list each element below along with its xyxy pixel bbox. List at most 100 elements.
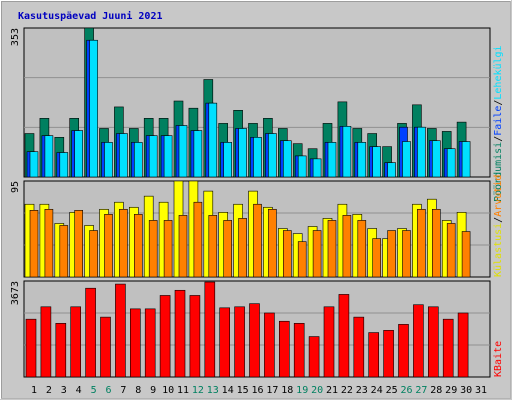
x-tick-label: 5 [91,385,97,396]
bar [293,323,305,378]
legend: Külastusi/Arvutid [493,175,504,277]
bar [268,208,277,278]
bar [29,151,39,178]
bar [163,220,173,278]
bar [461,141,471,178]
x-tick-label: 30 [460,385,472,396]
x-tick-label: 31 [475,385,487,396]
legend-separator: / [493,136,504,142]
chart-title: Kasutuspäevad Juuni 2021 [18,10,163,22]
bar [402,141,411,178]
bar [134,142,143,178]
bar [323,306,335,378]
bar [89,230,98,278]
bar [204,281,216,378]
bar [148,135,158,178]
bar [297,241,307,278]
bar [44,135,54,178]
bar [282,140,292,178]
x-tick-label: 11 [177,385,189,396]
x-tick-label: 1 [31,385,37,396]
bar [134,214,143,278]
bar [234,306,245,378]
bar [59,152,69,178]
bar [312,158,322,178]
bar [115,283,126,378]
bar [327,220,337,278]
bar [457,312,469,378]
bar [104,142,113,178]
legend-entry: KBaite [493,341,504,377]
bar [461,231,471,278]
x-tick-label: 20 [311,385,323,396]
x-tick-label: 18 [281,385,293,396]
bar [74,130,83,178]
bar [413,304,424,378]
bar [372,238,382,278]
bar [282,230,292,278]
bar [29,210,39,278]
bar [249,303,260,378]
bar [55,323,67,378]
bar [278,320,290,378]
x-tick-label: 12 [192,385,204,396]
bar [100,316,111,378]
bar [446,148,456,178]
legend-entry: Pöördumisi [493,142,504,202]
bar [89,39,98,178]
x-tick-label: 26 [400,385,412,396]
bar [44,208,54,278]
bar [327,142,337,178]
legend-separator: / [493,100,504,106]
x-tick-label: 2 [46,385,52,396]
bar [208,215,218,278]
legend-entry: Faile [493,106,504,136]
bar [431,140,441,178]
x-tick-label: 9 [150,385,156,396]
legend-separator: / [493,217,504,223]
legend-entry: Arvutid [493,175,504,217]
bar [268,133,277,178]
bar [85,287,96,378]
bar [223,142,232,178]
x-tick-label: 13 [207,385,219,396]
bar [312,230,322,278]
x-tick-label: 27 [415,385,427,396]
bar [353,316,365,378]
bar [219,307,230,378]
bar [357,220,367,278]
bar [446,223,456,278]
x-tick-label: 19 [296,385,308,396]
x-tick-label: 24 [371,385,383,396]
bar [238,218,247,278]
bar [297,155,307,178]
legend-entry: Lehekülgi [493,45,504,99]
bar [40,306,52,378]
bar [178,125,188,178]
bar [431,208,441,278]
bar [308,336,320,378]
y-tick-label: 3673 [10,281,21,305]
legend-entry: Külastusi [493,223,504,277]
bar [159,295,171,378]
bar [417,126,426,178]
bar [238,128,247,178]
bar [383,330,394,378]
bar [372,146,382,178]
x-tick-label: 7 [120,385,126,396]
bar [59,225,69,278]
bar [148,220,158,278]
bar [342,126,352,178]
bar [193,201,203,278]
bar [119,208,128,278]
x-tick-label: 28 [430,385,442,396]
legend: Pöördumisi/Faile/Lehekülgi [493,45,504,202]
bar [130,308,141,378]
bar [178,215,188,278]
bar [357,142,367,178]
x-tick-label: 23 [356,385,368,396]
x-tick-label: 25 [386,385,398,396]
bar [402,230,411,278]
